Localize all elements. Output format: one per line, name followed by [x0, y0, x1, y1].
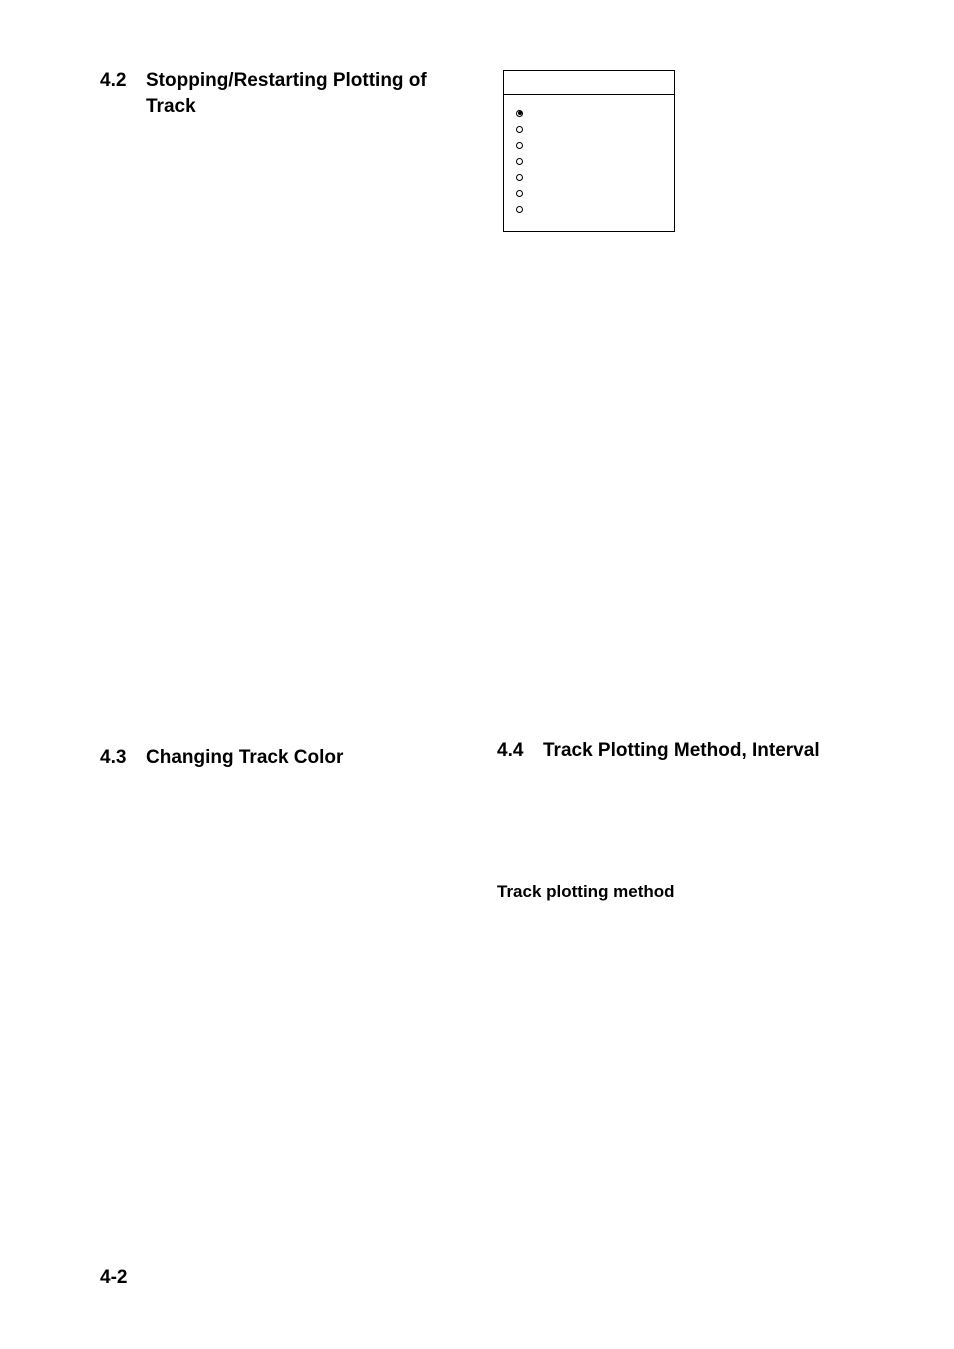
spacer	[497, 232, 854, 738]
track-color-menu	[503, 70, 675, 232]
menu-item[interactable]	[516, 153, 662, 169]
menu-item[interactable]	[516, 185, 662, 201]
menu-item[interactable]	[516, 121, 662, 137]
two-column-layout: 4.2 Stopping/Restarting Plotting of Trac…	[100, 68, 854, 910]
section-title: Track Plotting Method, Interval	[543, 738, 820, 764]
spacer	[497, 774, 854, 864]
section-4-3-heading: 4.3 Changing Track Color	[100, 745, 457, 771]
menu-item[interactable]	[516, 169, 662, 185]
radio-icon	[516, 126, 523, 133]
section-4-4-heading: 4.4 Track Plotting Method, Interval	[497, 738, 854, 764]
section-title: Stopping/Restarting Plotting of Track	[146, 68, 457, 119]
page-number: 4-2	[100, 1267, 127, 1289]
menu-header	[504, 71, 674, 95]
section-title: Changing Track Color	[146, 745, 343, 771]
right-column: 4.4 Track Plotting Method, Interval Trac…	[497, 68, 854, 910]
section-number: 4.2	[100, 68, 146, 94]
radio-icon	[516, 174, 523, 181]
page: 4.2 Stopping/Restarting Plotting of Trac…	[0, 0, 954, 1349]
menu-item[interactable]	[516, 105, 662, 121]
radio-icon	[516, 110, 523, 117]
section-number: 4.3	[100, 745, 146, 771]
radio-icon	[516, 158, 523, 165]
spacer	[100, 129, 457, 745]
radio-icon	[516, 206, 523, 213]
section-4-2-heading: 4.2 Stopping/Restarting Plotting of Trac…	[100, 68, 457, 119]
radio-icon	[516, 142, 523, 149]
track-plotting-method-heading: Track plotting method	[497, 882, 854, 902]
menu-item[interactable]	[516, 201, 662, 217]
menu-item[interactable]	[516, 137, 662, 153]
menu-body	[504, 95, 674, 231]
left-column: 4.2 Stopping/Restarting Plotting of Trac…	[100, 68, 457, 910]
radio-icon	[516, 190, 523, 197]
section-number: 4.4	[497, 738, 543, 764]
